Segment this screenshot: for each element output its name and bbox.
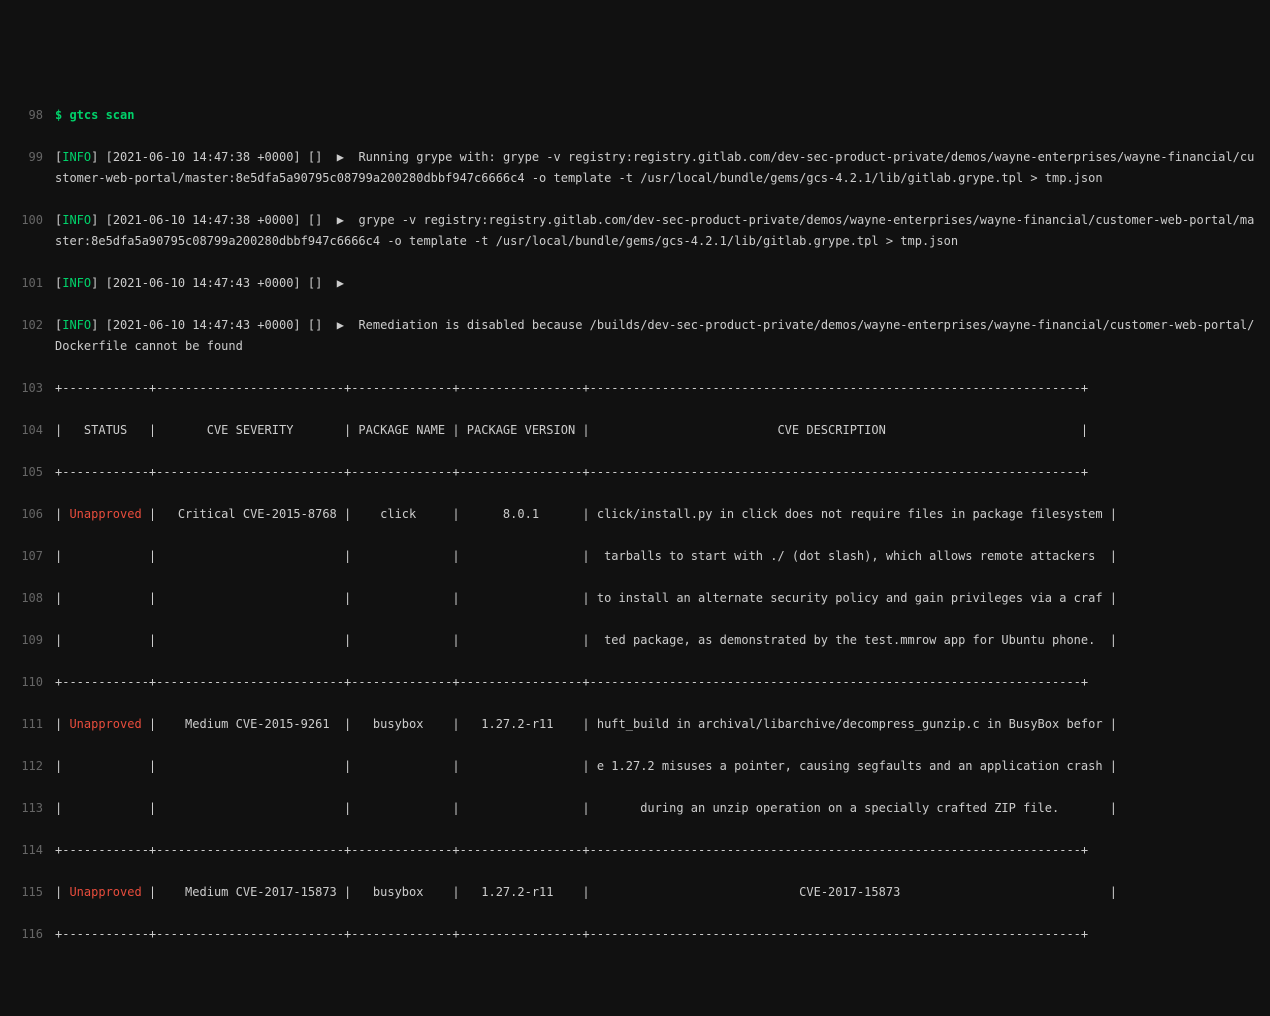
- log-message: ] [2021-06-10 14:47:38 +0000] [] ▶ grype…: [55, 213, 1254, 248]
- status-unapproved: Unapproved: [69, 717, 141, 731]
- table-border: 114+------------+-----------------------…: [0, 840, 1270, 861]
- status-unapproved: Unapproved: [69, 507, 141, 521]
- table-border: 110+------------+-----------------------…: [0, 672, 1270, 693]
- line-number: 116: [0, 924, 55, 945]
- line-number: 100: [0, 210, 55, 231]
- log-line: 101[INFO] [2021-06-10 14:47:43 +0000] []…: [0, 273, 1270, 294]
- table-row: 109| | | | | ted package, as demonstrate…: [0, 630, 1270, 651]
- log-line: 102[INFO] [2021-06-10 14:47:43 +0000] []…: [0, 315, 1270, 357]
- line-number: 107: [0, 546, 55, 567]
- table-header: 104| STATUS | CVE SEVERITY | PACKAGE NAM…: [0, 420, 1270, 441]
- log-level: INFO: [62, 276, 91, 290]
- log-level: INFO: [62, 318, 91, 332]
- line-number: 98: [0, 105, 55, 126]
- line-number: 113: [0, 798, 55, 819]
- line-number: 110: [0, 672, 55, 693]
- table-row: 113| | | | | during an unzip operation o…: [0, 798, 1270, 819]
- line-number: 104: [0, 420, 55, 441]
- log-message: ] [2021-06-10 14:47:43 +0000] [] ▶ Remed…: [55, 318, 1254, 353]
- line-number: 115: [0, 882, 55, 903]
- log-line: 100[INFO] [2021-06-10 14:47:38 +0000] []…: [0, 210, 1270, 252]
- log-line: 99[INFO] [2021-06-10 14:47:38 +0000] [] …: [0, 147, 1270, 189]
- line-number: 105: [0, 462, 55, 483]
- line-number: 103: [0, 378, 55, 399]
- line-number: 111: [0, 714, 55, 735]
- line-number: 109: [0, 630, 55, 651]
- log-level: INFO: [62, 150, 91, 164]
- table-row: 115| Unapproved | Medium CVE-2017-15873 …: [0, 882, 1270, 903]
- line-number: 114: [0, 840, 55, 861]
- line-number: 99: [0, 147, 55, 168]
- log-message: ] [2021-06-10 14:47:38 +0000] [] ▶ Runni…: [55, 150, 1254, 185]
- terminal-output: 98$ gtcs scan 99[INFO] [2021-06-10 14:47…: [0, 84, 1270, 966]
- table-border: 103+------------+-----------------------…: [0, 378, 1270, 399]
- line-number: 108: [0, 588, 55, 609]
- status-unapproved: Unapproved: [69, 885, 141, 899]
- log-message: ] [2021-06-10 14:47:43 +0000] [] ▶: [91, 276, 344, 290]
- table-row: 111| Unapproved | Medium CVE-2015-9261 |…: [0, 714, 1270, 735]
- table-row: 106| Unapproved | Critical CVE-2015-8768…: [0, 504, 1270, 525]
- table-row: 107| | | | | tarballs to start with ./ (…: [0, 546, 1270, 567]
- line-number: 112: [0, 756, 55, 777]
- line-number: 106: [0, 504, 55, 525]
- table-border: 105+------------+-----------------------…: [0, 462, 1270, 483]
- log-level: INFO: [62, 213, 91, 227]
- log-line: 98$ gtcs scan: [0, 105, 1270, 126]
- line-number: 102: [0, 315, 55, 336]
- table-row: 112| | | | | e 1.27.2 misuses a pointer,…: [0, 756, 1270, 777]
- shell-prompt: $ gtcs scan: [55, 108, 134, 122]
- table-border: 116+------------+-----------------------…: [0, 924, 1270, 945]
- table-row: 108| | | | | to install an alternate sec…: [0, 588, 1270, 609]
- line-number: 101: [0, 273, 55, 294]
